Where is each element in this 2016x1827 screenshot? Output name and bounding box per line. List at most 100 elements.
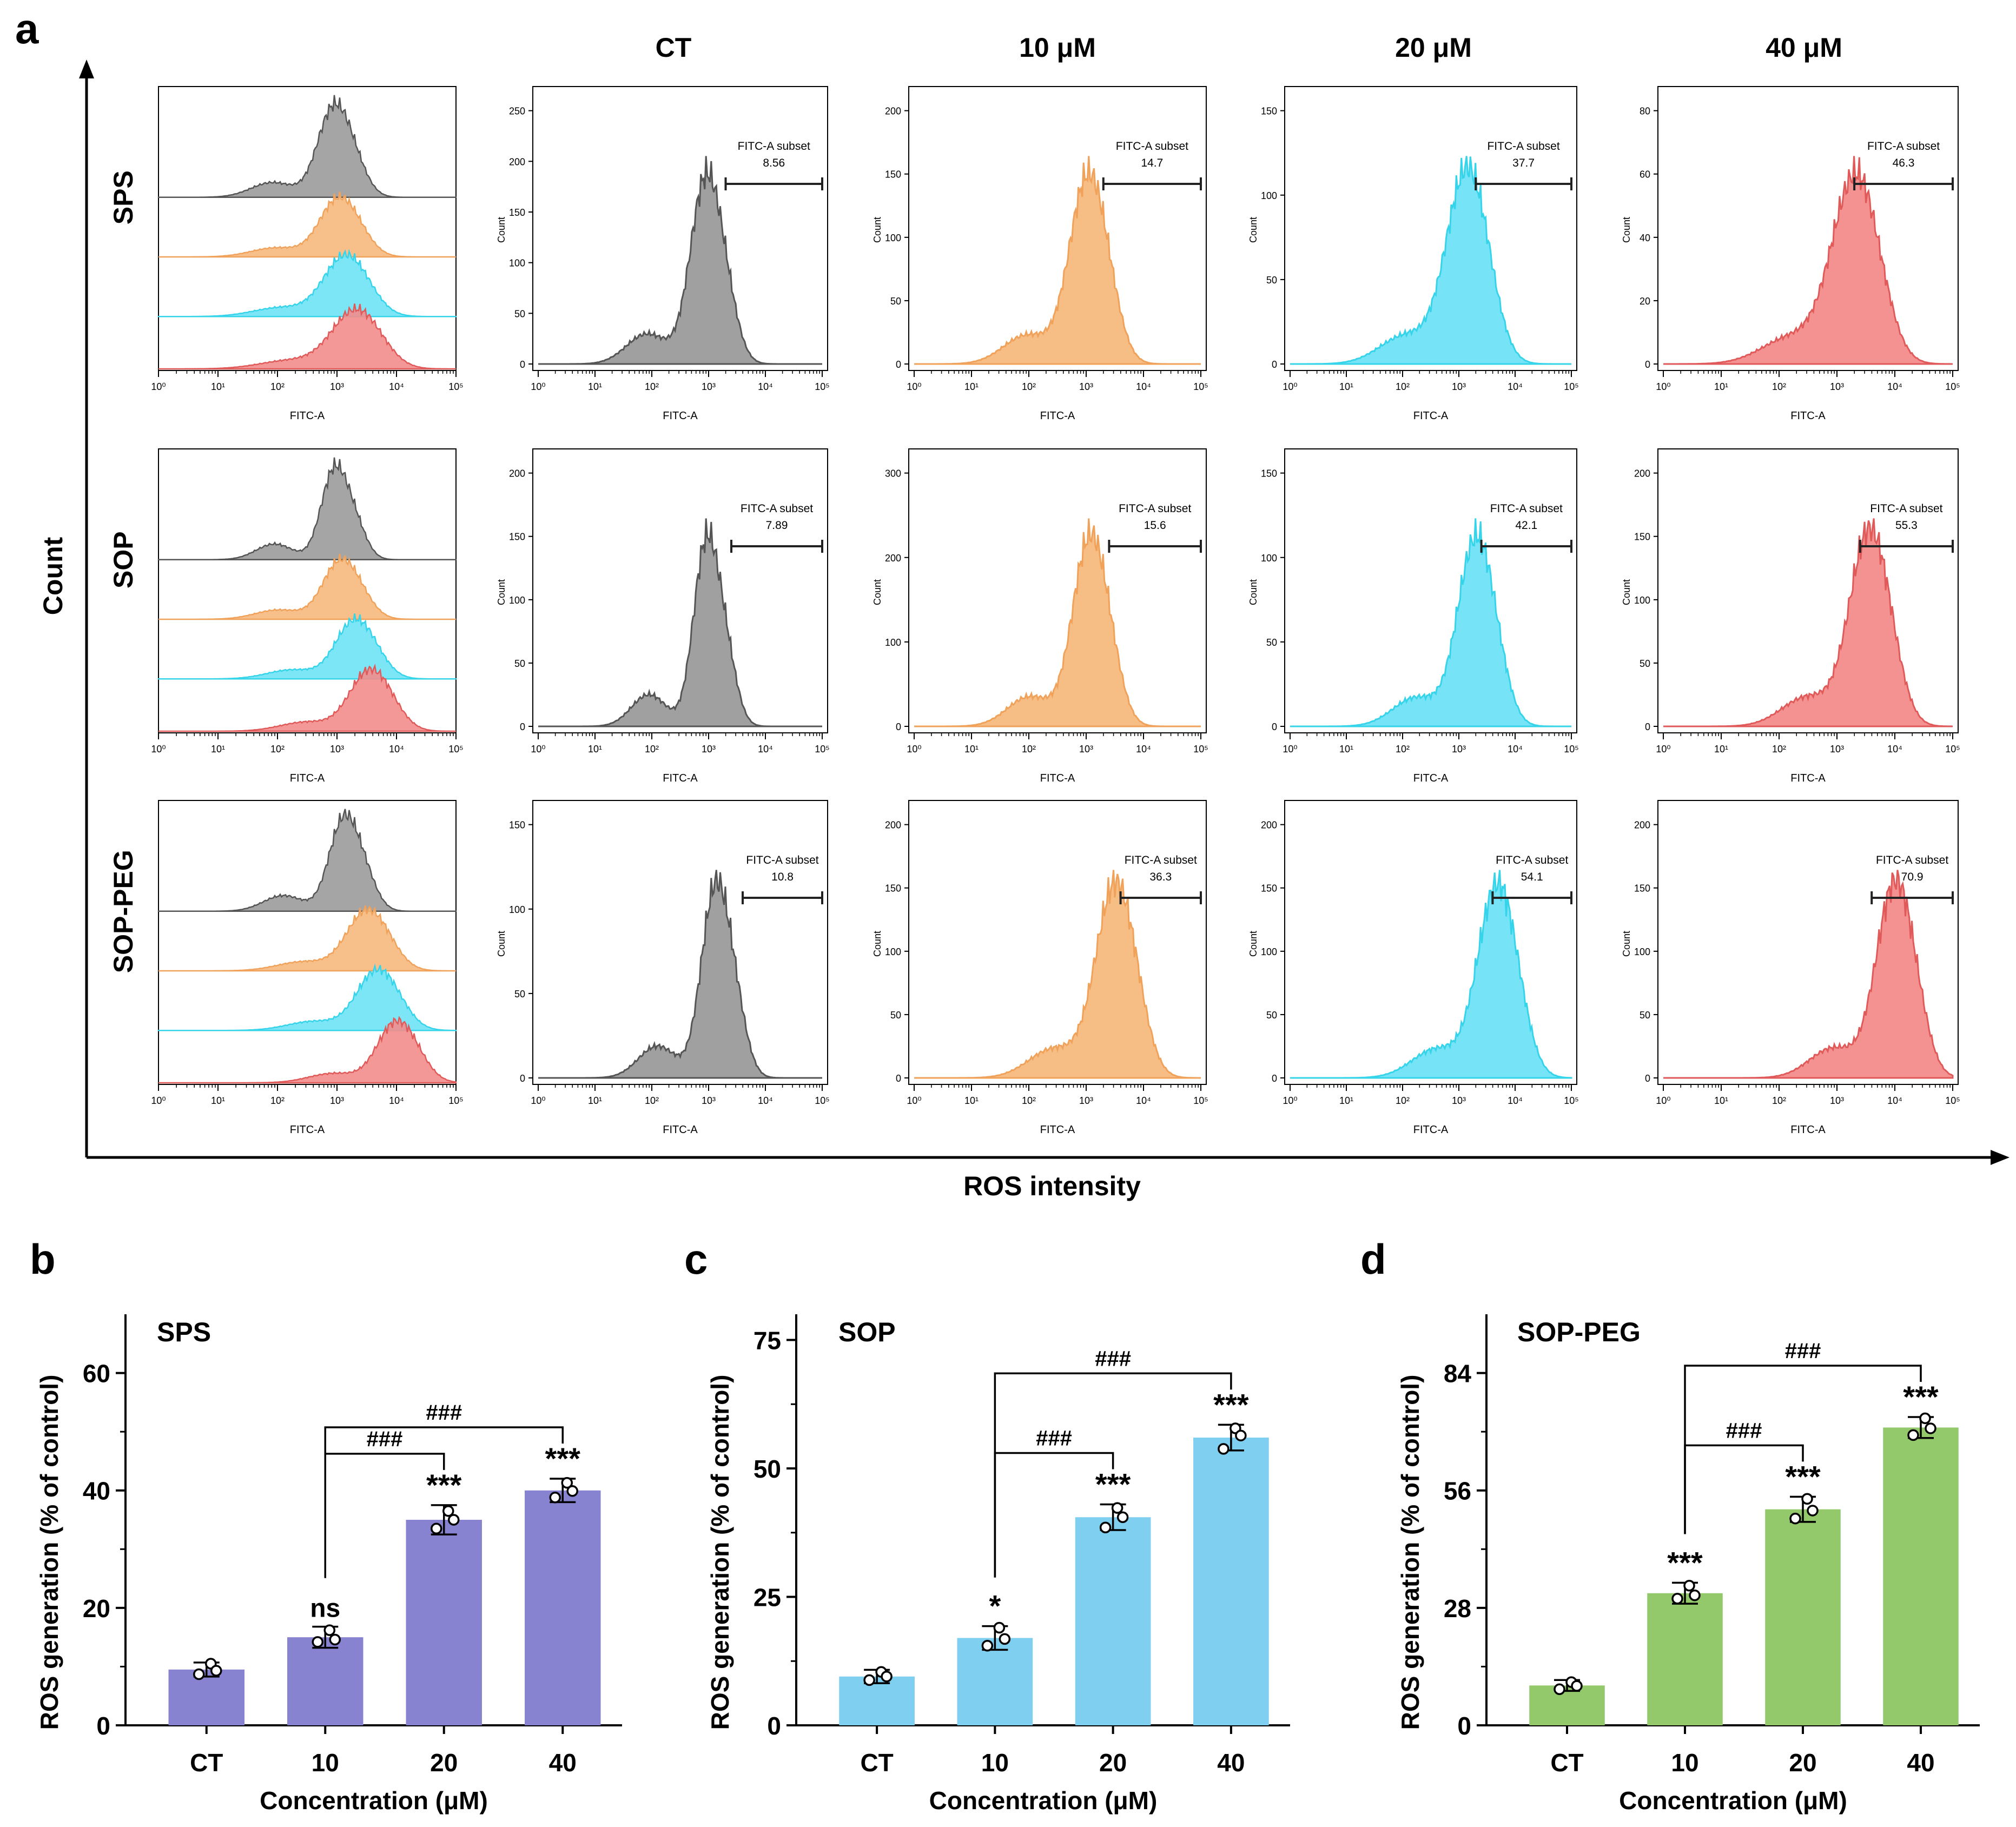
comparison-bracket: [994, 1372, 1232, 1578]
gate-value: 46.3: [1893, 157, 1915, 169]
x-tick-label: 10⁰: [907, 744, 921, 754]
y-tick-label: 50: [514, 658, 525, 669]
ros-intensity-axis-title: ROS intensity: [963, 1171, 1141, 1201]
bar: [1075, 1517, 1151, 1725]
data-point: [1116, 1511, 1129, 1523]
column-header: 20 μM: [1395, 32, 1472, 63]
gate-value: 36.3: [1149, 871, 1172, 883]
data-point: [442, 1505, 454, 1517]
count-axis-arrowhead: [79, 59, 94, 78]
data-point: [863, 1674, 875, 1686]
x-tick-label: 10: [981, 1749, 1009, 1777]
bracket-label: ###: [1036, 1427, 1072, 1451]
bar-chart-c: c SOP 0 25 50 75 ROS generation (% of control)…: [684, 1235, 1290, 1815]
histogram-20: [1290, 156, 1571, 365]
x-tick-label: 10¹: [211, 1095, 225, 1106]
x-tick-label: 10⁵: [448, 381, 463, 392]
y-tick-label: 200: [885, 553, 901, 564]
x-tick-label: 10⁵: [1945, 381, 1960, 392]
x-tick-label: 10¹: [1714, 1095, 1728, 1106]
bar: [525, 1490, 601, 1725]
x-tick-label: 10⁰: [1283, 1095, 1297, 1106]
x-tick-label: 10²: [1022, 381, 1036, 392]
x-tick-label: 10⁰: [1656, 744, 1670, 754]
gate-value: 37.7: [1512, 157, 1535, 169]
y-tick-label: 50: [753, 1455, 781, 1483]
x-tick-label: 10⁴: [1136, 1095, 1151, 1106]
column-header: CT: [656, 32, 692, 63]
y-tick-label: 100: [885, 637, 901, 648]
data-point: [981, 1640, 994, 1652]
bar-chart-d: d SOP-PEG 0 28 56 84 ROS generation (% of cont…: [1360, 1235, 1980, 1815]
chart-title: SPS: [157, 1317, 211, 1347]
histogram-row: 10⁰ 10¹ 10² 10³ 10⁴ 10⁵FITC-A050100150Count10…: [151, 800, 1960, 1136]
histogram-x-label: FITC-A: [290, 772, 325, 784]
gate-value: 42.1: [1515, 519, 1537, 532]
y-tick-label: 200: [885, 106, 901, 117]
x-tick-label: 10⁵: [1193, 744, 1208, 754]
x-tick-label: 40: [1907, 1749, 1934, 1777]
bar-chart-b: b SPS 0 20 40 60 ROS generation (% of control)…: [30, 1235, 622, 1815]
significance-label: ***: [1095, 1467, 1131, 1501]
y-tick-label: 150: [509, 207, 525, 218]
x-tick-label: 10⁰: [1283, 744, 1297, 754]
y-tick-label: 100: [509, 258, 525, 269]
bar: [1765, 1509, 1841, 1725]
histogram-x-label: FITC-A: [1790, 410, 1826, 422]
bracket-label: ###: [367, 1427, 403, 1451]
gate-label: FITC-A subset: [1487, 140, 1559, 153]
data-point: [1571, 1680, 1583, 1692]
x-tick-label: 10⁴: [389, 744, 404, 754]
x-axis-title: Concentration (μM): [1619, 1786, 1847, 1815]
x-tick-label: 10⁴: [1887, 744, 1902, 754]
panel-letter-b: b: [30, 1235, 56, 1283]
y-tick-label: 100: [1261, 553, 1277, 564]
y-tick-label: 50: [1640, 1010, 1650, 1021]
y-tick-label: 150: [1261, 106, 1277, 117]
histogram-x-label: FITC-A: [1040, 410, 1075, 422]
bracket-label: ###: [1785, 1339, 1821, 1363]
histogram-panel-20: 0 50 100 150 Count 10⁰ 10¹ 10² 10³ 10⁴ 10⁵ FITC-A FI…: [1248, 448, 1579, 784]
x-tick-label: 10⁵: [1193, 1095, 1208, 1106]
overlay-histogram-CT: [157, 457, 457, 561]
y-tick-label: 20: [1640, 296, 1650, 307]
y-tick-label: 100: [1261, 190, 1277, 201]
data-point: [448, 1514, 460, 1526]
y-tick-label: 50: [890, 296, 901, 307]
data-point: [549, 1491, 561, 1504]
x-tick-label: 10⁵: [1564, 1095, 1578, 1106]
gate-label: FITC-A subset: [1116, 140, 1188, 153]
gate-label: FITC-A subset: [741, 502, 813, 515]
data-point: [312, 1636, 323, 1648]
histogram-panel-CT: 0 50 100 150 200 250 Count 10⁰ 10¹ 10² 10³ 10⁴ 10⁵ FI…: [496, 86, 830, 422]
x-tick-label: 10⁰: [1283, 381, 1297, 392]
data-point: [1099, 1521, 1112, 1533]
histogram-frame: [908, 800, 1207, 1085]
x-tick-label: 10³: [330, 381, 344, 392]
y-tick-label: 250: [509, 106, 525, 117]
y-tick-label: 84: [1444, 1360, 1472, 1388]
y-tick-label: 28: [1444, 1594, 1471, 1623]
x-tick-label: 10³: [1830, 1095, 1844, 1106]
x-tick-label: 10¹: [1339, 381, 1353, 392]
gate-value: 54.1: [1521, 871, 1543, 883]
x-tick-label: 20: [1099, 1749, 1127, 1777]
histogram-20: [1290, 870, 1572, 1079]
x-tick-label: 10: [312, 1749, 339, 1777]
y-tick-label: 100: [509, 595, 525, 606]
y-tick-label: 0: [1645, 1073, 1650, 1084]
y-tick-label: 80: [1640, 106, 1650, 117]
bar: [839, 1676, 915, 1725]
y-tick-label: 100: [1261, 946, 1277, 957]
bar: [1193, 1438, 1269, 1725]
histogram-row: 10⁰ 10¹ 10² 10³ 10⁴ 10⁵ FITC-A 0 50 100 150 200 Coun…: [151, 448, 1960, 784]
x-tick-label: 10⁵: [1564, 381, 1578, 392]
x-tick-label: 10⁵: [815, 1095, 829, 1106]
significance-label: ***: [426, 1468, 462, 1502]
x-tick-label: 10¹: [1714, 381, 1728, 392]
y-tick-label: 20: [83, 1594, 110, 1623]
row-label: SOP-PEG: [108, 850, 138, 973]
data-point: [1919, 1412, 1931, 1425]
histogram-y-label: Count: [872, 579, 883, 605]
x-tick-label: 10¹: [964, 381, 979, 392]
